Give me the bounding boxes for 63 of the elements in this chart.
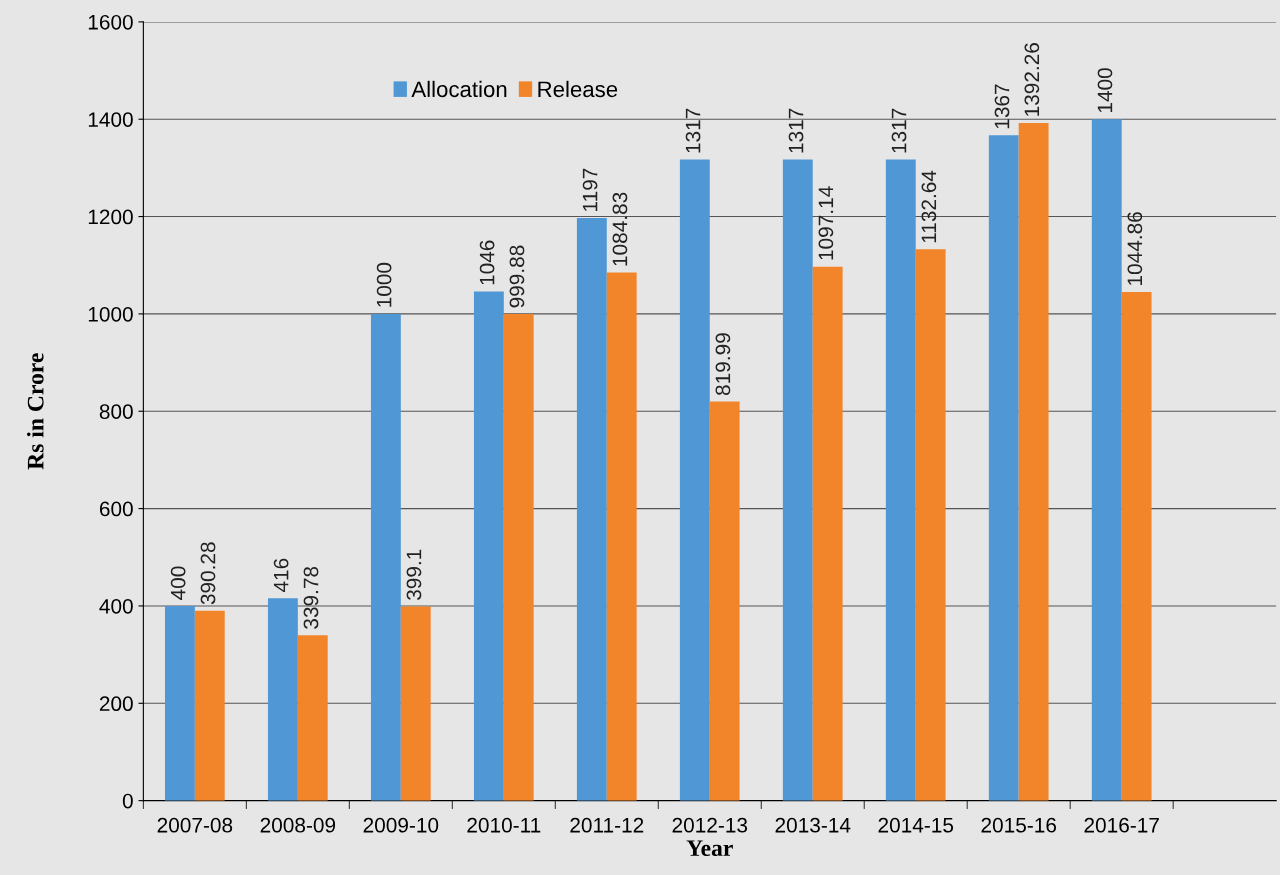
data-label: 416	[273, 558, 289, 593]
legend-label: Release	[538, 80, 618, 98]
data-label: 1317	[685, 108, 701, 153]
x-tick-label: 2007-08	[157, 817, 233, 833]
bar	[709, 401, 740, 801]
y-tick-label: 800	[99, 404, 133, 419]
bar	[503, 313, 534, 801]
x-tick-label: 2011-12	[570, 817, 644, 833]
y-tick-label: 1600	[88, 14, 133, 30]
data-label: 1044.86	[1127, 212, 1143, 285]
x-tick-label: 2009-10	[363, 817, 439, 833]
data-label: 400	[170, 566, 186, 600]
bar	[370, 313, 401, 801]
x-tick-label: 2015-16	[981, 817, 1057, 833]
x-tick-label: 2013-14	[775, 817, 851, 833]
y-tick-label: 1400	[88, 112, 133, 127]
y-tick-label: 0	[122, 793, 133, 809]
data-label: 1317	[788, 108, 804, 153]
bar	[194, 610, 225, 801]
data-label: 1084.83	[612, 192, 628, 266]
y-tick-label: 200	[99, 696, 133, 712]
x-tick-label: 2008-09	[260, 817, 336, 833]
bar	[812, 266, 843, 801]
bar	[576, 218, 607, 801]
bar	[679, 159, 710, 801]
bar	[473, 291, 504, 801]
data-label: 1317	[891, 108, 907, 153]
data-label: 819.99	[715, 333, 731, 396]
bar	[400, 606, 431, 801]
bar	[297, 635, 328, 801]
y-tick-label: 600	[99, 501, 133, 517]
data-label: 1132.64	[921, 170, 937, 243]
y-tick-label: 400	[99, 598, 133, 614]
x-axis-title: Year	[686, 840, 733, 857]
data-label: 999.88	[509, 245, 525, 308]
x-tick-label: 2014-15	[878, 817, 954, 833]
x-tick-label: 2012-13	[672, 817, 748, 833]
data-label: 339.78	[303, 566, 319, 629]
bar	[164, 605, 195, 801]
bar	[988, 135, 1019, 801]
x-tick-label: 2010-11	[467, 817, 541, 833]
data-label: 1046	[479, 240, 495, 285]
bar	[885, 159, 916, 801]
bar	[782, 159, 813, 801]
data-label: 1197	[582, 168, 598, 211]
legend-label: Allocation	[411, 80, 507, 98]
bar	[915, 249, 946, 801]
y-tick-label: 1200	[88, 209, 133, 225]
data-label: 399.1	[406, 549, 422, 601]
data-label: 1367	[994, 84, 1010, 129]
bar	[267, 598, 298, 801]
data-label: 1097.14	[818, 186, 834, 260]
y-axis-title: Rs in Crore	[27, 353, 44, 470]
data-label: 1000	[376, 262, 392, 307]
bar	[1018, 122, 1049, 801]
data-label: 390.28	[200, 542, 216, 605]
y-tick-label: 1000	[88, 306, 133, 322]
bar	[606, 272, 637, 801]
x-tick-label: 2016-17	[1084, 817, 1159, 833]
data-label: 1392.26	[1024, 43, 1040, 116]
bar	[1091, 119, 1122, 801]
data-label: 1400	[1097, 68, 1113, 113]
bar	[1121, 292, 1152, 801]
